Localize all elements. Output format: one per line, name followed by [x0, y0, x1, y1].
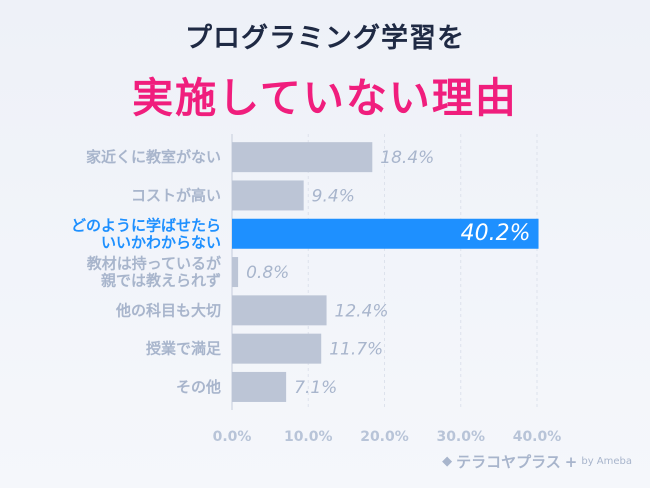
category-label: いいかわからない [101, 233, 221, 251]
bar-value-label: 11.7% [329, 340, 383, 360]
bar [232, 333, 322, 364]
bar [232, 371, 287, 402]
x-tick-label: 10.0% [284, 429, 333, 445]
bar [232, 142, 373, 173]
category-label: 親では教えられず [101, 272, 221, 290]
category-label: コストが高い [131, 186, 221, 204]
bar [232, 295, 327, 326]
bar [232, 257, 239, 288]
x-tick-label: 30.0% [436, 429, 485, 445]
bar-value-label: 0.8% [246, 263, 289, 283]
bar-value-label: 7.1% [294, 378, 337, 398]
bar-value-label: 18.4% [380, 148, 434, 168]
logo-name: テラコヤプラス [456, 453, 561, 471]
bar [232, 180, 304, 211]
category-label: 家近くに教室がない [86, 148, 221, 166]
bar-value-label: 40.2% [461, 221, 531, 246]
bar [232, 218, 539, 249]
bar-value-label: 12.4% [335, 301, 389, 321]
category-label: その他 [176, 378, 221, 396]
category-label: 授業で満足 [146, 340, 222, 358]
chart-title-line2: 実施していない理由 [132, 74, 518, 122]
logo-icon: ◆ [442, 454, 453, 469]
bar-value-label: 9.4% [312, 186, 355, 206]
chart-title-line1: プログラミング学習を [185, 23, 465, 54]
x-tick-label: 20.0% [360, 429, 409, 445]
category-label: 他の科目も大切 [115, 301, 221, 319]
logo-by-text: by Ameba [581, 456, 632, 467]
x-tick-label: 40.0% [513, 429, 562, 445]
category-label: どのように学ばせたら [71, 216, 221, 234]
x-tick-label: 0.0% [213, 429, 252, 445]
category-label: 教材は持っているが [86, 255, 222, 273]
logo-plus: + [564, 452, 578, 471]
brand-logo: ◆ テラコヤプラス + by Ameba [442, 451, 632, 472]
